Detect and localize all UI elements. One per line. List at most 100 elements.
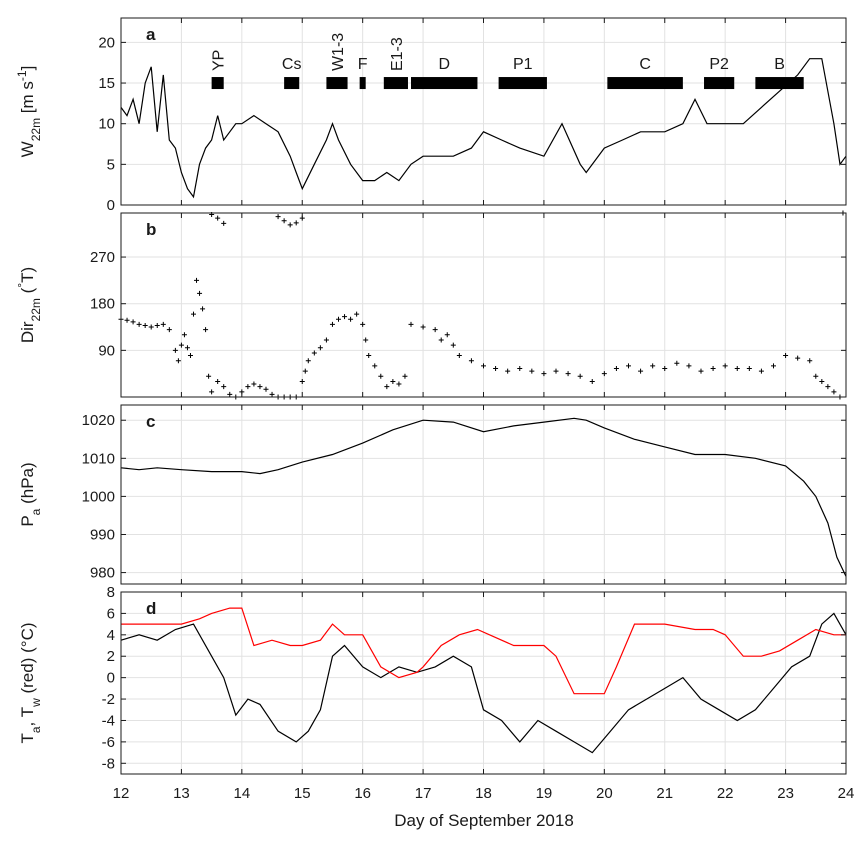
y-tick-label: -6 [102,734,115,751]
panel-c: 980 990 1000 1010 1020 c Pa (hPa) [18,404,847,585]
scatter-point [505,368,511,374]
scatter-point [323,337,329,343]
y-tick-label: 0 [107,197,115,214]
scatter-point [281,218,287,224]
y-tick-label: 180 [90,296,115,313]
y-tick-label: 6 [107,605,115,622]
scatter-point [287,222,293,228]
segment-label: P2 [709,56,729,73]
segment-bar [607,77,683,90]
y-tick-label: 2 [107,648,115,665]
segment-label: Cs [282,56,302,73]
segment-label: F [358,56,368,73]
y-tick-label: 4 [107,627,115,644]
scatter-point [553,368,559,374]
scatter-point [194,277,200,283]
scatter-point [275,214,281,220]
segment-bar [326,77,348,90]
x-tick-label: 18 [475,785,492,802]
scatter-point [795,355,801,361]
series-line-0 [120,417,847,577]
scatter-point [221,220,227,226]
segment-label: B [774,56,785,73]
scatter-point [348,316,354,322]
scatter-point [456,353,462,359]
scatter-point [384,384,390,390]
x-tick-label: 22 [717,785,734,802]
scatter-point [215,378,221,384]
scatter-point [142,322,148,328]
scatter-point [408,321,414,327]
scatter-point [650,363,656,369]
y-tick-label: -2 [102,691,115,708]
scatter-point [674,360,680,366]
scatter-point [269,391,275,397]
scatter-point [825,384,831,390]
segment-label: YP [211,50,228,71]
scatter-point [541,371,547,377]
scatter-point [662,365,668,371]
scatter-point [517,365,523,371]
scatter-point [187,353,193,359]
series-line-T_w [121,607,846,695]
scatter-point [438,337,444,343]
x-tick-label: 21 [656,785,673,802]
scatter-point [197,290,203,296]
segment-label: P1 [513,56,533,73]
scatter-point [710,365,716,371]
scatter-point [638,368,644,374]
x-tick-label: 23 [777,785,794,802]
scatter-point [160,321,166,327]
y-axis-label: Pa (hPa) [18,462,43,526]
segment-bar [704,77,735,90]
scatter-point [299,378,305,384]
segment-label: D [438,56,450,73]
y-tick-label: 20 [98,34,115,51]
scatter-point [206,373,212,379]
scatter-point [175,358,181,364]
scatter-point [363,337,369,343]
y-tick-label: 90 [98,342,115,359]
scatter-point [529,368,535,374]
scatter-point [302,368,308,374]
y-tick-label: 1000 [82,488,115,505]
scatter-point [317,345,323,351]
series-line-T_a [120,612,847,754]
y-tick-label: 5 [107,156,115,173]
scatter-point [577,373,583,379]
scatter-point [184,345,190,351]
scatter-point [215,215,221,221]
y-tick-label: 0 [107,670,115,687]
scatter-point [354,311,360,317]
scatter-point [329,321,335,327]
scatter-point [698,368,704,374]
scatter-point [819,378,825,384]
scatter-point [450,342,456,348]
y-tick-label: 8 [107,584,115,601]
y-tick-label: -4 [102,712,115,729]
panel-label: b [146,220,156,239]
scatter-point [191,311,196,317]
scatter-point [227,391,233,397]
scatter-point [771,363,776,369]
scatter-point [178,342,184,348]
scatter-point [601,371,607,377]
scatter-point [154,322,160,328]
x-tick-label: 13 [173,785,190,802]
segment-bar [411,77,478,90]
scatter-point [378,373,384,379]
scatter-point [200,306,206,312]
segment-bar [383,77,408,90]
scatter-point [311,350,317,356]
segment-label: C [639,56,651,73]
x-tick-label: 14 [233,785,250,802]
x-tick-label: 19 [536,785,553,802]
scatter-point [130,319,136,325]
scatter-point [221,384,227,390]
scatter-point [366,353,372,359]
panel-label: d [146,599,156,618]
scatter-point [758,368,764,374]
x-tick-label: 15 [294,785,311,802]
x-tick-label: 16 [354,785,371,802]
